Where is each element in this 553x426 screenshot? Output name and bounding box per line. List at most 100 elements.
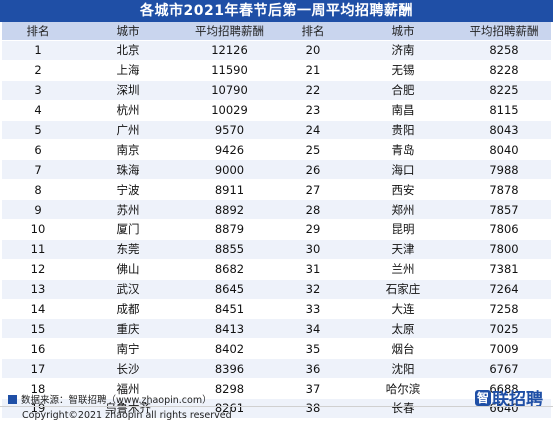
table-header-row: 排名 城市 平均招聘薪酬 排名 城市 平均招聘薪酬: [2, 22, 551, 41]
city-cell: 南宁: [74, 338, 182, 360]
rank-cell: 28: [277, 199, 349, 221]
salary-cell: 8225: [457, 80, 551, 101]
table-row: 9 苏州 8892 28 郑州 7857: [2, 199, 551, 221]
city-cell: 济南: [349, 40, 457, 61]
table-row: 16 南宁 8402 35 烟台 7009: [2, 338, 551, 360]
rank-cell: 11: [2, 239, 74, 260]
city-cell: 合肥: [349, 80, 457, 101]
table-row: 14 成都 8451 33 大连 7258: [2, 299, 551, 320]
city-cell: 厦门: [74, 219, 182, 240]
table-row: 1 北京 12126 20 济南 8258: [2, 40, 551, 61]
city-cell: 哈尔滨: [349, 378, 457, 400]
header-city-left: 城市: [74, 22, 182, 41]
zhaopin-logo: 智 联招聘: [475, 385, 543, 410]
rank-cell: 13: [2, 279, 74, 300]
salary-cell: 8911: [182, 179, 277, 201]
city-cell: 北京: [74, 40, 182, 61]
city-cell: 兰州: [349, 259, 457, 280]
salary-cell: 8451: [182, 299, 277, 320]
rank-cell: 24: [277, 120, 349, 141]
rank-cell: 17: [2, 358, 74, 380]
rank-cell: 29: [277, 219, 349, 240]
city-cell: 海口: [349, 159, 457, 181]
rank-cell: 32: [277, 279, 349, 300]
rank-cell: 12: [2, 259, 74, 280]
salary-cell: 8115: [457, 100, 551, 121]
rank-cell: 26: [277, 159, 349, 181]
salary-cell: 7857: [457, 199, 551, 221]
copyright-text: Copyright©2021 zhaopin all rights reserv…: [22, 410, 232, 421]
salary-cell: 9426: [182, 139, 277, 161]
table-row: 13 武汉 8645 32 石家庄 7264: [2, 279, 551, 300]
salary-cell: 9000: [182, 159, 277, 181]
rank-cell: 18: [2, 378, 74, 400]
table-row: 5 广州 9570 24 贵阳 8043: [2, 120, 551, 141]
table-row: 11 东莞 8855 30 天津 7800: [2, 239, 551, 260]
city-cell: 成都: [74, 299, 182, 320]
table-body: 1 北京 12126 20 济南 8258 2 上海 11590 21 无锡 8228 3 深圳 10790…: [2, 40, 551, 419]
rank-cell: 36: [277, 358, 349, 380]
rank-cell: 35: [277, 338, 349, 360]
city-cell: 珠海: [74, 159, 182, 181]
city-cell: 上海: [74, 60, 182, 81]
city-cell: 佛山: [74, 259, 182, 280]
table-row: 12 佛山 8682 31 兰州 7381: [2, 259, 551, 280]
salary-cell: 6767: [457, 358, 551, 380]
rank-cell: 23: [277, 100, 349, 121]
footer-divider: [0, 406, 553, 407]
salary-cell: 7258: [457, 299, 551, 320]
salary-cell: 8855: [182, 239, 277, 260]
table-row: 2 上海 11590 21 无锡 8228: [2, 60, 551, 81]
city-cell: 杭州: [74, 100, 182, 121]
rank-cell: 15: [2, 318, 74, 340]
rank-cell: 10: [2, 219, 74, 240]
salary-cell: 12126: [182, 40, 277, 61]
table-row: 15 重庆 8413 34 太原 7025: [2, 318, 551, 340]
table-row: 17 长沙 8396 36 沈阳 6767: [2, 358, 551, 380]
rank-cell: 20: [277, 40, 349, 61]
salary-cell: 8228: [457, 60, 551, 81]
logo-text: 联招聘: [492, 390, 543, 410]
salary-cell: 8879: [182, 219, 277, 240]
city-cell: 宁波: [74, 179, 182, 201]
source-marker-icon: [8, 394, 17, 404]
city-cell: 无锡: [349, 60, 457, 81]
city-cell: 长沙: [74, 358, 182, 380]
salary-cell: 8682: [182, 259, 277, 280]
rank-cell: 8: [2, 179, 74, 201]
rank-cell: 6: [2, 139, 74, 161]
header-salary-left: 平均招聘薪酬: [182, 22, 277, 41]
salary-cell: 8413: [182, 318, 277, 340]
rank-cell: 7: [2, 159, 74, 181]
salary-cell: 7806: [457, 219, 551, 240]
city-cell: 长春: [349, 398, 457, 419]
rank-cell: 33: [277, 299, 349, 320]
city-cell: 广州: [74, 120, 182, 141]
city-cell: 乌鲁木齐: [74, 398, 182, 419]
salary-cell: 8261: [182, 398, 277, 419]
table-row: 8 宁波 8911 27 西安 7878: [2, 179, 551, 201]
rank-cell: 2: [2, 60, 74, 81]
salary-cell: 7800: [457, 239, 551, 260]
table-row: 6 南京 9426 25 青岛 8040: [2, 139, 551, 161]
rank-cell: 19: [2, 398, 74, 419]
salary-cell: 10029: [182, 100, 277, 121]
source-text: 数据来源：智联招聘（www.zhaopin.com）: [21, 395, 212, 406]
salary-cell: 8043: [457, 120, 551, 141]
table-row: 10 厦门 8879 29 昆明 7806: [2, 219, 551, 240]
city-cell: 天津: [349, 239, 457, 260]
rank-cell: 4: [2, 100, 74, 121]
salary-cell: 7009: [457, 338, 551, 360]
city-cell: 重庆: [74, 318, 182, 340]
rank-cell: 38: [277, 398, 349, 419]
rank-cell: 22: [277, 80, 349, 101]
city-cell: 深圳: [74, 80, 182, 101]
city-cell: 石家庄: [349, 279, 457, 300]
rank-cell: 31: [277, 259, 349, 280]
city-cell: 郑州: [349, 199, 457, 221]
salary-cell: 8402: [182, 338, 277, 360]
salary-cell: 11590: [182, 60, 277, 81]
salary-cell: 7988: [457, 159, 551, 181]
city-cell: 昆明: [349, 219, 457, 240]
page-title: 各城市2021年春节后第一周平均招聘薪酬: [0, 0, 553, 22]
